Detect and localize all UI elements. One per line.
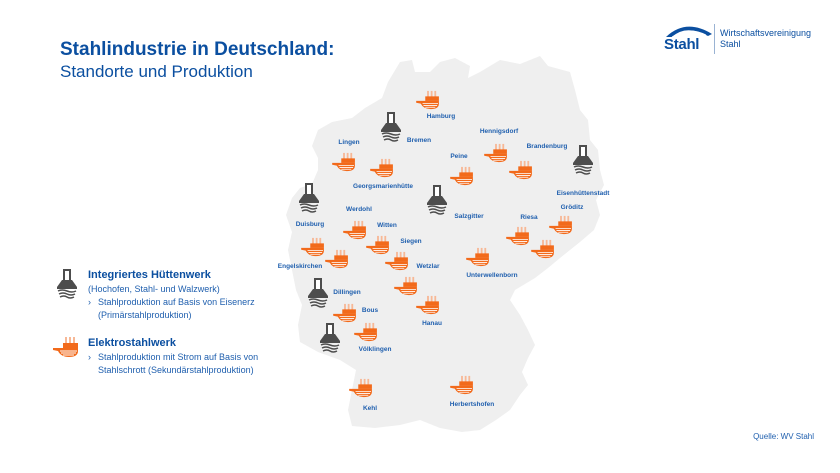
electric-arc-furnace-icon [465,247,491,272]
legend-integrated-subtitle: (Hochofen, Stahl- und Walzwerk) [88,284,220,294]
electric-arc-furnace-icon [324,249,350,274]
site-label: Hennigsdorf [479,128,519,135]
legend-integrated-title: Integriertes Hüttenwerk [88,269,211,281]
site-label: Unterwellenborn [466,272,518,279]
electric-arc-furnace-icon [483,143,509,168]
site-label: Riesa [520,214,538,221]
electric-arc-furnace-icon [332,303,358,328]
arc-logo-icon [666,26,712,38]
legend-electric: Elektrostahlwerk Stahlproduktion mit Str… [53,336,286,377]
site-label: Georgsmarienhütte [353,183,413,190]
electric-arc-furnace-icon [348,378,374,403]
electric-arc-furnace-icon [365,235,391,260]
site-label: Siegen [400,238,422,245]
legend-electric-title: Elektrostahlwerk [88,337,177,349]
wv-stahl-logo: Stahl Wirtschaftsvereinigung Stahl [664,22,824,56]
blast-furnace-icon [380,111,402,148]
electric-arc-furnace-icon [331,152,357,177]
page-subtitle: Standorte und Produktion [60,62,253,81]
electric-arc-furnace-icon [415,295,441,320]
electric-arc-furnace-icon [449,166,475,191]
logo-org-name: Wirtschaftsvereinigung Stahl [720,28,812,49]
legend-integrated-bullet: Stahlproduktion auf Basis von Eisenerz (… [88,296,286,322]
site-label: Engelskirchen [277,263,323,270]
electric-arc-furnace-icon [353,322,379,347]
electric-arc-furnace-icon [449,375,475,400]
electric-arc-furnace-icon [415,90,441,115]
source-note: Quelle: WV Stahl [753,432,814,441]
logo-divider [714,24,715,54]
blast-furnace-icon [307,277,329,314]
site-label: Werdohl [346,206,372,213]
electric-arc-furnace-icon [369,158,395,183]
site-label: Brandenburg [526,143,568,150]
site-label: Hanau [422,320,442,327]
site-label: Wetzlar [416,263,440,270]
site-label: Hamburg [426,113,456,120]
electric-arc-furnace-icon [505,226,531,251]
electric-arc-furnace-icon [342,220,368,245]
legend-integrated: Integriertes Hüttenwerk (Hochofen, Stahl… [56,268,286,322]
site-label: Eisenhüttenstadt [556,190,610,197]
site-label: Lingen [338,139,360,146]
blast-furnace-icon [298,182,320,219]
site-label: Kehl [362,405,378,412]
electric-arc-furnace-icon [53,337,78,357]
electric-arc-furnace-icon [384,251,410,276]
electric-arc-furnace-icon [548,215,574,240]
site-label: Witten [377,222,397,229]
title-block: Stahlindustrie in Deutschland: Standorte… [60,38,334,82]
blast-furnace-icon [426,184,448,221]
site-label: Duisburg [295,221,325,228]
logo-wordmark: Stahl [664,36,700,53]
legend-electric-bullet: Stahlproduktion mit Strom auf Basis von … [88,351,286,377]
site-label: Peine [450,153,468,160]
electric-arc-furnace-icon [300,237,326,262]
electric-arc-furnace-icon [530,239,556,264]
site-label: Herbertshofen [449,401,495,408]
site-label: Gröditz [560,204,584,211]
site-label: Bous [361,307,379,314]
blast-furnace-icon [57,269,77,299]
site-label: Salzgitter [454,213,484,220]
blast-furnace-icon [319,322,341,359]
electric-arc-furnace-icon [393,276,419,301]
site-label: Bremen [406,137,432,144]
blast-furnace-icon [572,144,594,181]
legend: Integriertes Hüttenwerk (Hochofen, Stahl… [53,268,286,391]
page-title: Stahlindustrie in Deutschland: [60,39,335,60]
electric-arc-furnace-icon [508,160,534,185]
site-label: Völklingen [358,346,392,353]
site-label: Dillingen [333,289,361,296]
